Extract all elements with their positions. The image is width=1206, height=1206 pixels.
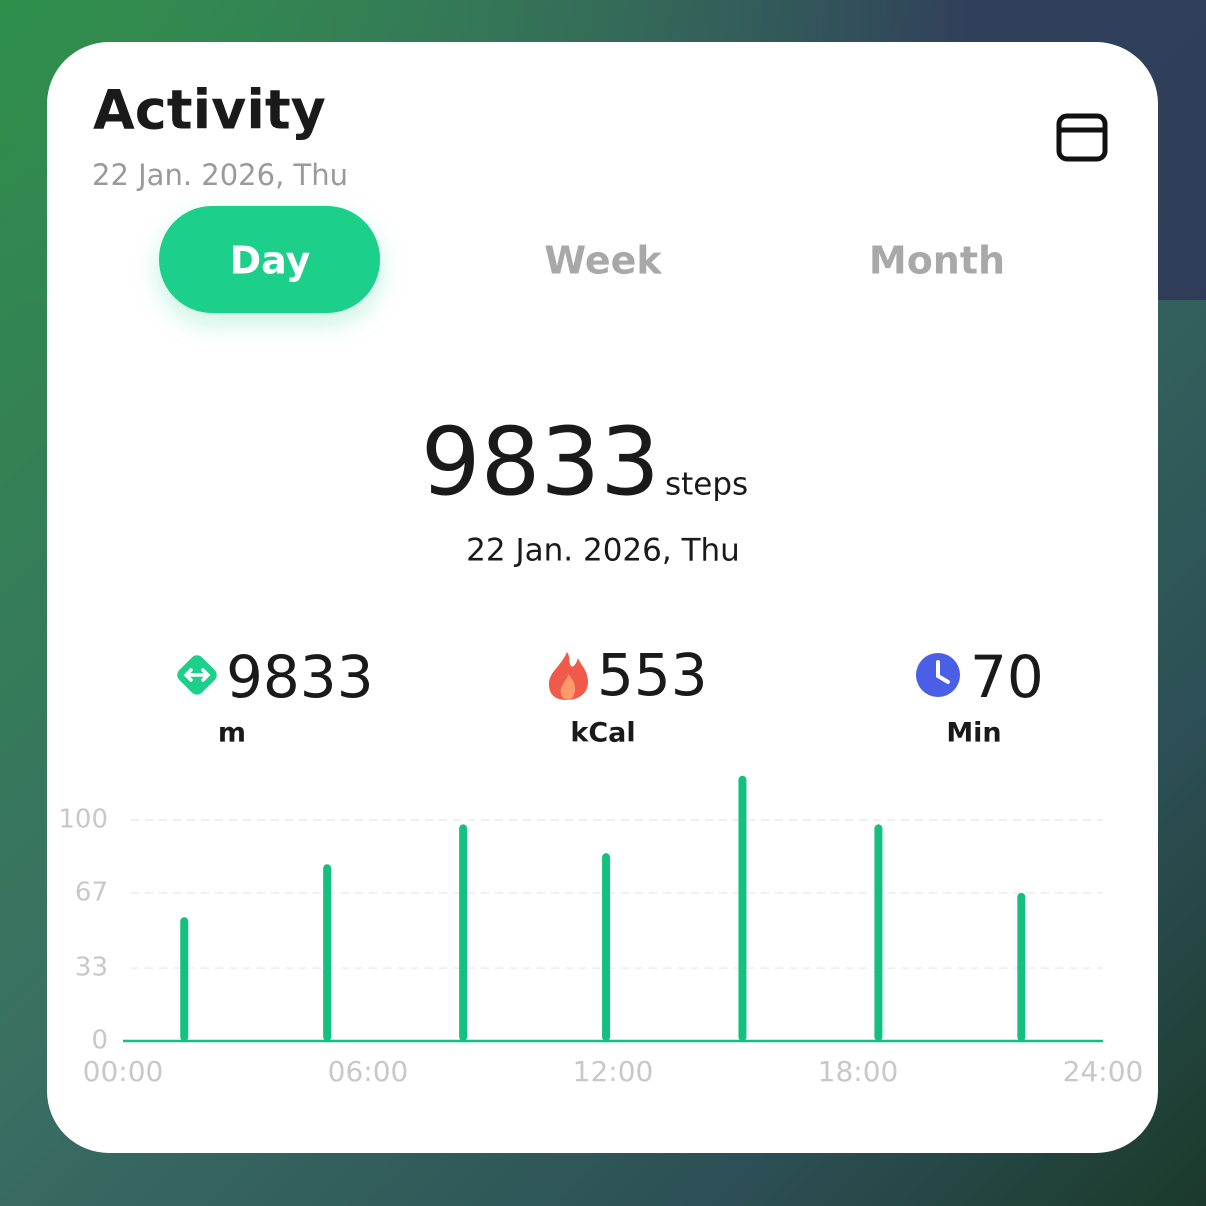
bar	[1017, 892, 1026, 1041]
tab-label[interactable]: Day	[230, 239, 311, 283]
time-icon-hand	[936, 660, 950, 684]
tab-label[interactable]: Month	[869, 239, 1005, 283]
x-tick-label: 18:00	[818, 1055, 899, 1088]
bar	[874, 824, 883, 1041]
steps-value: 9833	[421, 408, 660, 517]
bar	[738, 775, 747, 1041]
stat-value: 70	[970, 643, 1044, 711]
y-tick-label: 100	[58, 805, 108, 835]
calorie-icon-inner	[560, 674, 576, 700]
summary-date: 22 Jan. 2026, Thu	[466, 533, 740, 569]
stat-value: 9833	[226, 643, 374, 711]
stat-value: 553	[597, 641, 708, 709]
bar	[180, 917, 189, 1041]
y-tick-label: 67	[75, 877, 108, 907]
x-tick-label: 00:00	[83, 1055, 164, 1088]
calendar-icon[interactable]	[1056, 113, 1108, 162]
stat-unit: kCal	[570, 718, 635, 749]
stat-unit: m	[218, 718, 246, 749]
x-tick-label: 12:00	[573, 1055, 654, 1088]
calendar-button[interactable]	[1056, 113, 1108, 162]
tab-label[interactable]: Week	[544, 239, 662, 283]
distance-icon	[177, 655, 217, 695]
tab-day[interactable]	[159, 206, 380, 313]
date: 22 Jan. 2026, Thu	[92, 158, 348, 192]
bar	[459, 824, 468, 1041]
steps-unit: steps	[665, 467, 748, 503]
stat-unit: Min	[946, 718, 1001, 749]
icon-arrow	[183, 668, 211, 682]
x-tick-label: 24:00	[1063, 1055, 1144, 1088]
bar	[602, 853, 611, 1041]
bar	[323, 864, 332, 1041]
y-tick-label: 0	[91, 1026, 108, 1056]
x-tick-label: 06:00	[328, 1055, 409, 1088]
chart: 0 33 67 100 00:00 06:00 12:00 18:00 24:00	[58, 775, 1144, 1088]
y-tick-label: 33	[75, 953, 108, 983]
title: Activity	[93, 79, 326, 142]
